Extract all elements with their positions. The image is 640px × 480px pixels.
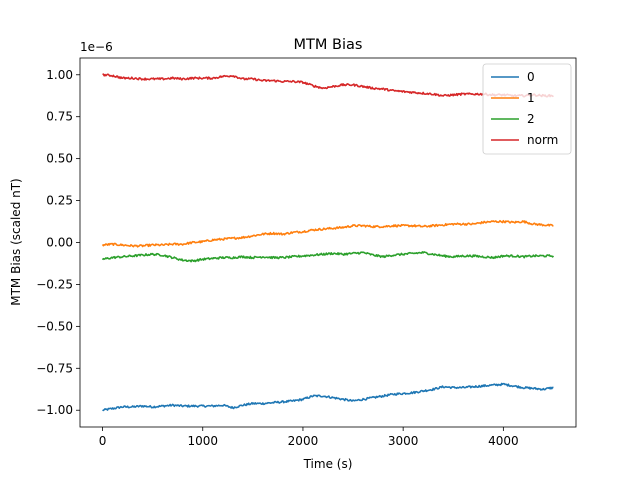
y-tick-label: −0.50 xyxy=(36,319,73,333)
legend-label-2: 2 xyxy=(527,112,535,126)
x-axis-label: Time (s) xyxy=(303,457,353,471)
y-axis-label: MTM Bias (scaled nT) xyxy=(9,178,23,306)
y-offset-label: 1e−6 xyxy=(80,40,113,54)
y-tick-label: −0.25 xyxy=(36,277,73,291)
x-axis: 0 1000 2000 3000 4000 xyxy=(99,427,519,448)
plot-area xyxy=(79,57,577,428)
y-tick-label: 0.75 xyxy=(46,110,73,124)
series-line-1 xyxy=(101,219,554,248)
legend-label-0: 0 xyxy=(527,70,535,84)
x-tick-label: 1000 xyxy=(187,434,218,448)
y-tick-label: 0.25 xyxy=(46,194,73,208)
series-line-2 xyxy=(101,251,555,263)
series-line-0 xyxy=(102,382,554,412)
x-tick-label: 4000 xyxy=(488,434,519,448)
y-tick-label: −0.75 xyxy=(36,361,73,375)
x-tick-label: 2000 xyxy=(288,434,319,448)
series-line-norm xyxy=(102,73,554,98)
y-tick-label: 0.50 xyxy=(46,152,73,166)
x-tick-label: 0 xyxy=(99,434,107,448)
y-tick-label: −1.00 xyxy=(36,403,73,417)
x-tick-label: 3000 xyxy=(388,434,419,448)
legend-label-1: 1 xyxy=(527,91,535,105)
chart-title: MTM Bias xyxy=(294,37,363,53)
legend-label-norm: norm xyxy=(527,133,558,147)
legend: 0 1 2 norm xyxy=(482,63,572,155)
y-axis: −1.00 −0.75 −0.50 −0.25 0.00 0.25 0.50 0.75 1.00 xyxy=(36,68,80,417)
y-tick-label: 0.00 xyxy=(46,236,73,250)
y-tick-label: 1.00 xyxy=(46,68,73,82)
legend-box xyxy=(482,63,572,155)
